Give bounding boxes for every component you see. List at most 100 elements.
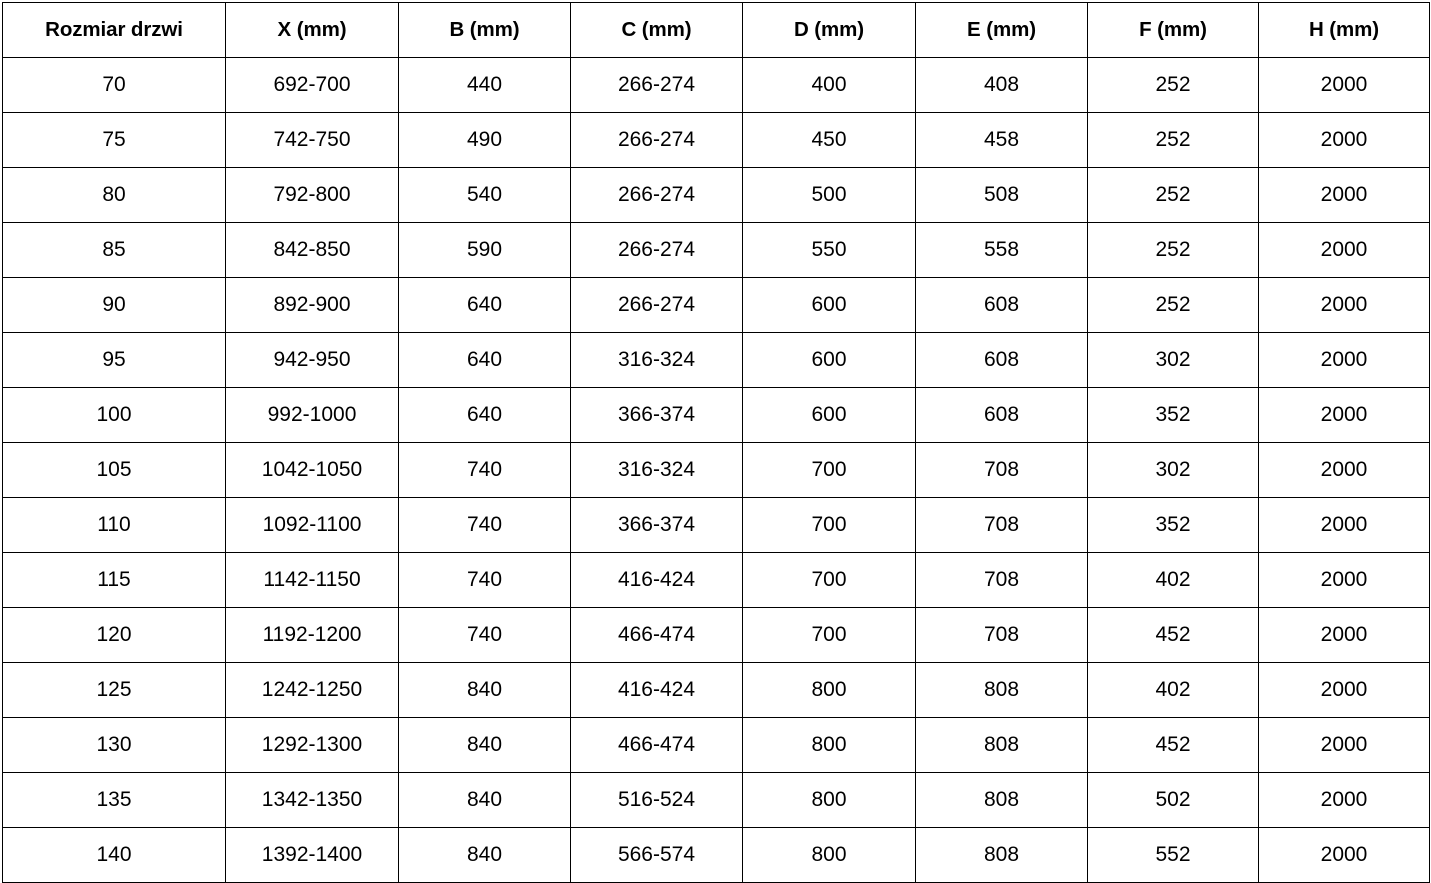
dimension-cell: 252	[1087, 222, 1259, 278]
dimension-cell: 608	[915, 277, 1088, 333]
dimension-cell: 302	[1087, 332, 1259, 388]
dimension-cell: 452	[1087, 607, 1259, 663]
table-row: 140 1392-1400 840 566-574 800 808 552 2000	[2, 827, 1430, 883]
table-row: 105 1042-1050 740 316-324 700 708 302 2000	[2, 442, 1430, 498]
table-row: 70 692-700 440 266-274 400 408 252 2000	[2, 57, 1430, 113]
dimension-cell: 516-524	[570, 772, 743, 828]
dimension-cell: 808	[915, 717, 1088, 773]
dimension-cell: 252	[1087, 112, 1259, 168]
dimension-cell: 942-950	[225, 332, 399, 388]
dimension-cell: 540	[398, 167, 571, 223]
dimension-cell: 500	[742, 167, 916, 223]
dimension-cell: 552	[1087, 827, 1259, 883]
dimension-cell: 740	[398, 497, 571, 553]
table-row: 80 792-800 540 266-274 500 508 252 2000	[2, 167, 1430, 223]
dimension-cell: 402	[1087, 552, 1259, 608]
door-size-cell: 140	[2, 827, 226, 883]
dimension-cell: 800	[742, 662, 916, 718]
dimension-cell: 252	[1087, 57, 1259, 113]
door-size-cell: 75	[2, 112, 226, 168]
dimension-cell: 700	[742, 497, 916, 553]
dimension-cell: 400	[742, 57, 916, 113]
dimension-cell: 402	[1087, 662, 1259, 718]
dimension-cell: 1392-1400	[225, 827, 399, 883]
table-row: 120 1192-1200 740 466-474 700 708 452 2000	[2, 607, 1430, 663]
door-size-cell: 90	[2, 277, 226, 333]
dimension-cell: 458	[915, 112, 1088, 168]
dimension-cell: 2000	[1258, 497, 1430, 553]
dimension-cell: 700	[742, 442, 916, 498]
table-row: 135 1342-1350 840 516-524 800 808 502 2000	[2, 772, 1430, 828]
table-row: 115 1142-1150 740 416-424 700 708 402 2000	[2, 552, 1430, 608]
dimension-cell: 1242-1250	[225, 662, 399, 718]
dimension-cell: 708	[915, 607, 1088, 663]
door-size-cell: 125	[2, 662, 226, 718]
column-header: X (mm)	[225, 2, 399, 58]
dimension-cell: 640	[398, 277, 571, 333]
table-row: 85 842-850 590 266-274 550 558 252 2000	[2, 222, 1430, 278]
dimension-cell: 566-574	[570, 827, 743, 883]
door-size-cell: 135	[2, 772, 226, 828]
dimension-cell: 608	[915, 332, 1088, 388]
table-row: 100 992-1000 640 366-374 600 608 352 2000	[2, 387, 1430, 443]
dimension-cell: 840	[398, 827, 571, 883]
dimension-cell: 800	[742, 772, 916, 828]
column-header: F (mm)	[1087, 2, 1259, 58]
door-size-cell: 130	[2, 717, 226, 773]
dimension-cell: 840	[398, 717, 571, 773]
dimension-cell: 700	[742, 607, 916, 663]
dimension-cell: 640	[398, 387, 571, 443]
dimension-cell: 490	[398, 112, 571, 168]
dimension-cell: 842-850	[225, 222, 399, 278]
dimension-cell: 1042-1050	[225, 442, 399, 498]
door-size-cell: 110	[2, 497, 226, 553]
dimension-cell: 252	[1087, 277, 1259, 333]
door-size-cell: 70	[2, 57, 226, 113]
door-size-cell: 100	[2, 387, 226, 443]
dimension-cell: 450	[742, 112, 916, 168]
table-row: 90 892-900 640 266-274 600 608 252 2000	[2, 277, 1430, 333]
dimension-cell: 700	[742, 552, 916, 608]
dimension-cell: 608	[915, 387, 1088, 443]
column-header: C (mm)	[570, 2, 743, 58]
dimension-cell: 640	[398, 332, 571, 388]
table-row: 110 1092-1100 740 366-374 700 708 352 2000	[2, 497, 1430, 553]
dimension-cell: 1142-1150	[225, 552, 399, 608]
dimension-cell: 2000	[1258, 772, 1430, 828]
dimension-cell: 708	[915, 552, 1088, 608]
dimension-cell: 600	[742, 332, 916, 388]
dimension-cell: 266-274	[570, 167, 743, 223]
dimension-cell: 302	[1087, 442, 1259, 498]
dimension-cell: 508	[915, 167, 1088, 223]
table-header: Rozmiar drzwi X (mm) B (mm) C (mm) D (mm) E (…	[2, 2, 1430, 58]
dimension-cell: 266-274	[570, 222, 743, 278]
dimension-cell: 466-474	[570, 607, 743, 663]
dimension-cell: 740	[398, 442, 571, 498]
dimension-cell: 708	[915, 442, 1088, 498]
dimension-cell: 792-800	[225, 167, 399, 223]
table-row: 75 742-750 490 266-274 450 458 252 2000	[2, 112, 1430, 168]
dimension-cell: 800	[742, 717, 916, 773]
door-size-cell: 85	[2, 222, 226, 278]
column-header: B (mm)	[398, 2, 571, 58]
dimension-cell: 416-424	[570, 662, 743, 718]
table-header-row: Rozmiar drzwi X (mm) B (mm) C (mm) D (mm) E (…	[2, 2, 1430, 58]
dimension-cell: 600	[742, 277, 916, 333]
column-header: H (mm)	[1258, 2, 1430, 58]
dimension-cell: 840	[398, 662, 571, 718]
door-size-cell: 115	[2, 552, 226, 608]
dimension-cell: 266-274	[570, 277, 743, 333]
dimension-cell: 840	[398, 772, 571, 828]
dimension-cell: 2000	[1258, 662, 1430, 718]
dimension-cell: 1342-1350	[225, 772, 399, 828]
dimension-cell: 366-374	[570, 387, 743, 443]
dimension-cell: 366-374	[570, 497, 743, 553]
dimension-cell: 550	[742, 222, 916, 278]
dimension-cell: 808	[915, 662, 1088, 718]
dimension-cell: 2000	[1258, 827, 1430, 883]
dimension-cell: 352	[1087, 497, 1259, 553]
column-header: D (mm)	[742, 2, 916, 58]
table-row: 95 942-950 640 316-324 600 608 302 2000	[2, 332, 1430, 388]
dimension-cell: 502	[1087, 772, 1259, 828]
